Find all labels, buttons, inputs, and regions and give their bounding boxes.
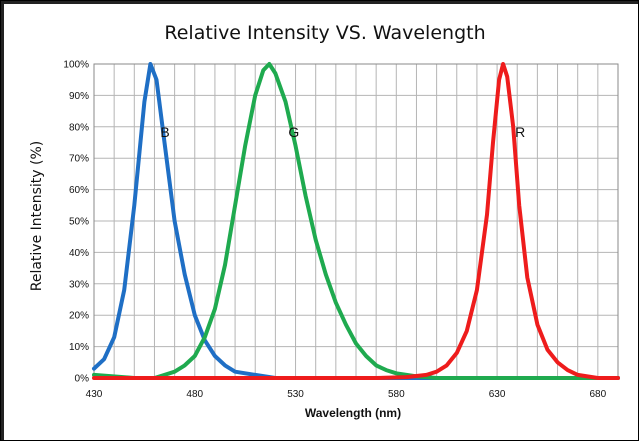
x-tick-label: 680: [590, 389, 607, 400]
y-tick-label: 80%: [69, 122, 89, 133]
x-tick-label: 480: [186, 389, 203, 400]
series-line-R: [92, 62, 620, 380]
y-axis-label: Relative Intensity (%): [29, 141, 45, 292]
x-tick-label: 580: [388, 389, 405, 400]
y-tick-label: 0%: [75, 374, 90, 385]
y-tick-label: 10%: [69, 342, 89, 353]
series-annotation-R: R: [515, 124, 525, 140]
y-tick-label: 60%: [69, 185, 89, 196]
y-tick-label: 20%: [69, 311, 89, 322]
y-tick-label: 50%: [69, 217, 89, 228]
x-axis-label: Wavelength (nm): [305, 406, 401, 420]
y-tick-label: 100%: [63, 60, 89, 71]
series-annotation-B: B: [160, 124, 169, 140]
series-annotation-G: G: [288, 124, 299, 140]
chart-title: Relative Intensity VS. Wavelength: [164, 22, 485, 44]
plot-area: 0% 10% 20% 30% 40% 50% 60% 70% 80% 90% 100% 430 480 5…: [63, 60, 620, 400]
y-tick-label: 40%: [69, 248, 89, 259]
x-tick-label: 530: [287, 389, 304, 400]
y-tick-label: 30%: [69, 279, 89, 290]
x-tick-label: 630: [489, 389, 506, 400]
x-tick-label: 430: [86, 389, 103, 400]
y-tick-label: 70%: [69, 154, 89, 165]
y-tick-label: 90%: [69, 91, 89, 102]
